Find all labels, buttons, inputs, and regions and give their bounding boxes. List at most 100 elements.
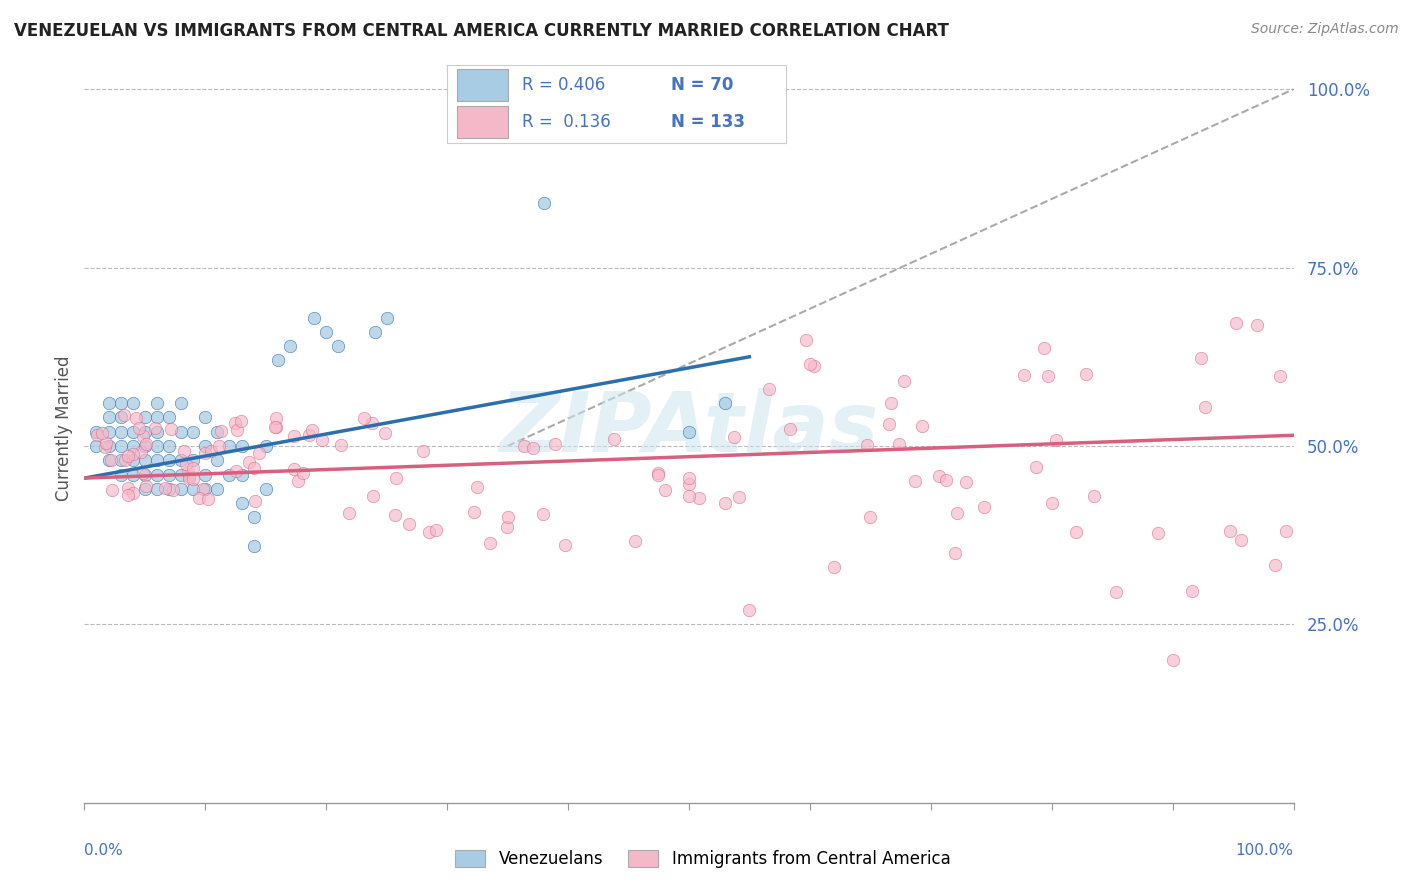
Point <box>157 410 180 425</box>
Point <box>94 441 117 455</box>
Point <box>1083 489 1105 503</box>
Point <box>374 425 396 440</box>
Point <box>86 425 108 439</box>
Point <box>287 474 309 488</box>
Point <box>110 410 132 425</box>
Point <box>188 491 211 505</box>
Point <box>478 536 501 550</box>
Point <box>110 467 132 482</box>
Point <box>124 411 146 425</box>
Point <box>463 505 485 519</box>
Point <box>263 420 285 434</box>
Point <box>97 425 120 439</box>
Point <box>218 467 240 482</box>
Point <box>242 510 264 524</box>
Point <box>134 453 156 467</box>
Point <box>893 374 915 388</box>
Point <box>283 462 305 476</box>
Point <box>384 471 406 485</box>
Point <box>1064 524 1087 539</box>
Point <box>678 489 700 503</box>
Point <box>301 423 323 437</box>
Point <box>194 482 217 496</box>
Point <box>191 482 214 496</box>
Point <box>110 425 132 439</box>
Point <box>654 483 676 498</box>
Point <box>200 444 222 458</box>
Point <box>97 453 120 467</box>
Point <box>157 439 180 453</box>
Point <box>1246 318 1268 332</box>
Point <box>1014 368 1036 382</box>
Point <box>254 482 277 496</box>
Point <box>1230 533 1253 547</box>
Text: 0.0%: 0.0% <box>84 843 124 858</box>
Y-axis label: Currently Married: Currently Married <box>55 355 73 501</box>
Point <box>311 434 333 448</box>
Point <box>170 467 193 482</box>
Point <box>647 466 669 480</box>
Point <box>181 472 204 486</box>
Point <box>162 483 184 497</box>
Point <box>207 453 229 467</box>
Point <box>181 461 204 475</box>
Point <box>135 437 157 451</box>
Point <box>254 439 277 453</box>
Point <box>678 477 700 491</box>
Point <box>363 325 385 339</box>
Point <box>859 510 882 524</box>
Point <box>117 488 139 502</box>
Point <box>531 507 554 521</box>
Point <box>121 453 143 467</box>
Point <box>794 333 817 347</box>
Point <box>134 425 156 439</box>
Point <box>714 496 737 510</box>
Point <box>231 439 253 453</box>
Point <box>134 482 156 496</box>
Point <box>160 422 183 436</box>
Point <box>243 460 266 475</box>
Text: Source: ZipAtlas.com: Source: ZipAtlas.com <box>1251 22 1399 37</box>
Point <box>302 310 325 325</box>
Text: VENEZUELAN VS IMMIGRANTS FROM CENTRAL AMERICA CURRENTLY MARRIED CORRELATION CHAR: VENEZUELAN VS IMMIGRANTS FROM CENTRAL AM… <box>14 22 949 40</box>
Point <box>903 474 925 488</box>
Point <box>856 438 879 452</box>
Point <box>177 465 200 479</box>
Point <box>603 432 626 446</box>
Point <box>132 429 155 443</box>
Point <box>114 453 136 467</box>
Point <box>337 506 360 520</box>
Point <box>90 426 112 441</box>
Point <box>207 482 229 496</box>
Point <box>496 510 519 524</box>
Point <box>146 439 169 453</box>
Point <box>121 467 143 482</box>
Point <box>132 467 155 481</box>
Point <box>880 396 903 410</box>
Point <box>543 437 565 451</box>
Point <box>315 325 337 339</box>
Point <box>117 449 139 463</box>
Point <box>278 339 301 353</box>
Point <box>1045 433 1067 447</box>
Point <box>1194 400 1216 414</box>
Point <box>360 416 382 430</box>
Point <box>1076 368 1098 382</box>
Point <box>945 506 967 520</box>
Point <box>153 481 176 495</box>
Point <box>231 414 253 428</box>
Point <box>143 420 166 434</box>
Point <box>146 396 169 410</box>
Text: ZIPAtlas: ZIPAtlas <box>499 388 879 468</box>
Point <box>238 455 260 469</box>
Point <box>361 489 384 503</box>
Point <box>170 482 193 496</box>
Text: 100.0%: 100.0% <box>1236 843 1294 858</box>
Point <box>134 467 156 482</box>
Point <box>928 469 950 483</box>
Point <box>412 444 434 458</box>
Point <box>194 467 217 482</box>
Point <box>100 483 122 497</box>
Point <box>283 429 305 443</box>
Point <box>889 437 911 451</box>
